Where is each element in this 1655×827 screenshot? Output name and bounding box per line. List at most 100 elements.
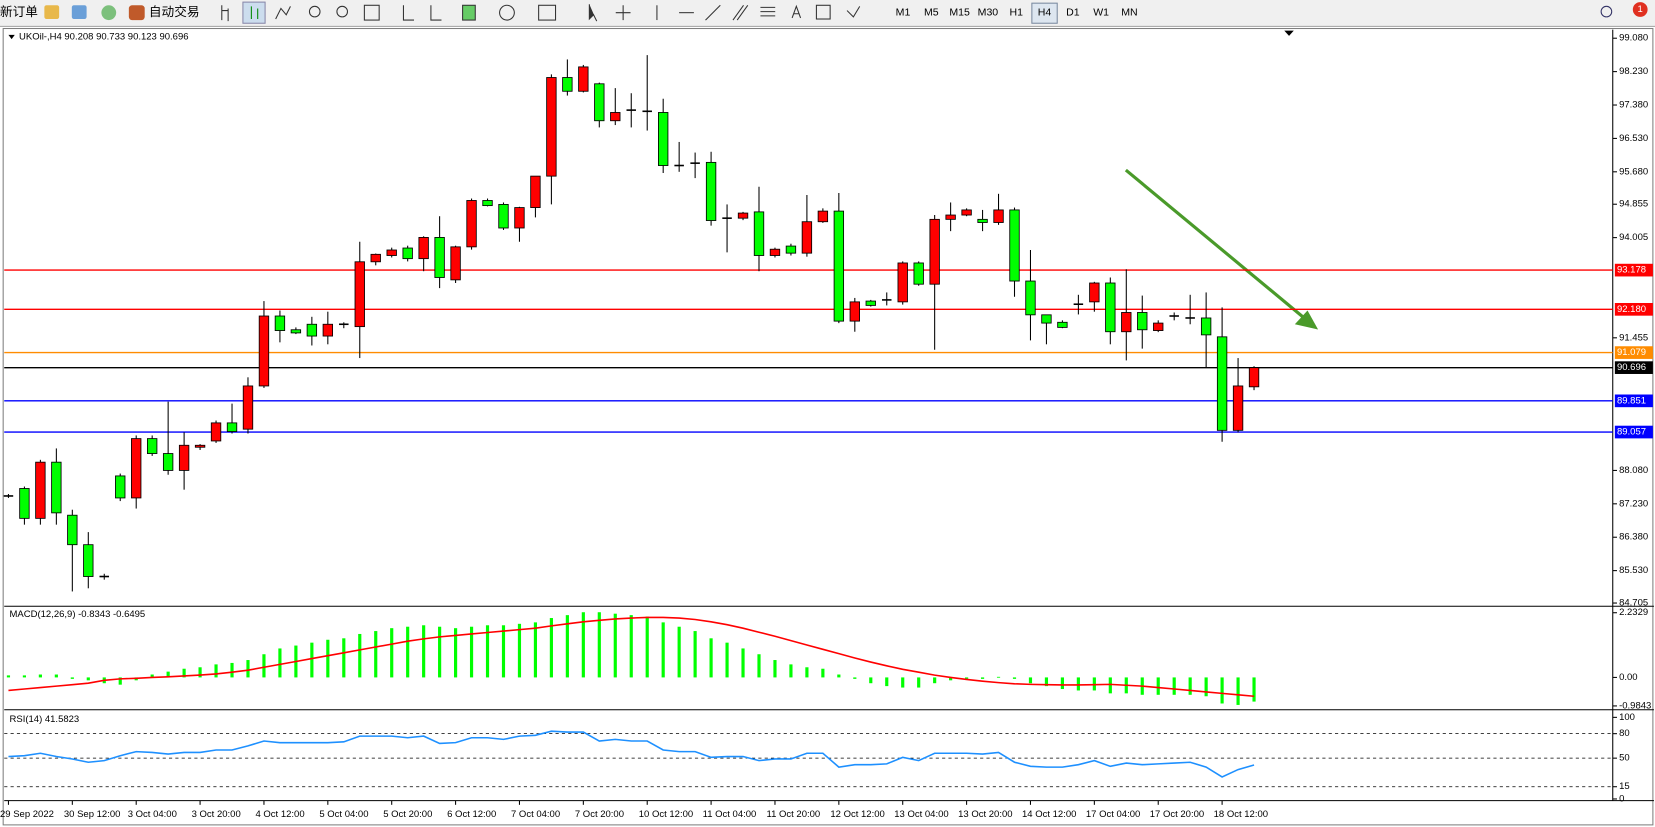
candle-body: [83, 544, 94, 577]
candle-body: [610, 112, 621, 122]
y-tick-label: 85.530: [1619, 565, 1648, 576]
x-tick-label: 7 Oct 04:00: [511, 809, 560, 820]
candle-body: [833, 210, 845, 322]
x-tick-label: 6 Oct 12:00: [447, 809, 496, 820]
histogram-bar: [677, 626, 681, 678]
level-label-box: [1614, 302, 1653, 316]
zoom-out[interactable]: [336, 5, 349, 18]
timeframe-button[interactable]: D1: [1066, 6, 1080, 18]
timeframe-button[interactable]: W1: [1093, 6, 1109, 18]
histogram-bar: [182, 668, 186, 678]
candle-body: [146, 438, 158, 454]
candle-body: [242, 385, 254, 430]
histogram-bar: [390, 628, 394, 678]
y-tick-label: 87.230: [1619, 498, 1648, 509]
templates[interactable]: [538, 4, 557, 21]
histogram-bar: [789, 664, 793, 678]
y-tick-label: 95.680: [1619, 166, 1648, 177]
histogram-bar: [885, 677, 889, 687]
bar-chart-tool[interactable]: [221, 5, 229, 22]
histogram-bar: [805, 667, 809, 678]
histogram-bar: [1156, 677, 1160, 695]
zoom-in[interactable]: [308, 5, 321, 18]
y-tick-label: -0.9843: [1619, 700, 1651, 711]
notification-badge[interactable]: [1632, 2, 1648, 17]
x-tick-label: 3 Oct 04:00: [128, 809, 177, 820]
icon[interactable]: [44, 5, 60, 20]
histogram-bar: [853, 677, 857, 679]
candle-body: [226, 422, 238, 432]
indicators[interactable]: [462, 4, 476, 21]
candle-body: [1057, 321, 1068, 328]
timeframe-button[interactable]: M1: [896, 6, 911, 18]
crosshair[interactable]: [615, 5, 631, 21]
icon[interactable]: [101, 5, 117, 21]
timeframe-button[interactable]: M30: [978, 6, 999, 18]
histogram-bar: [693, 631, 697, 678]
histogram-bar: [996, 676, 1001, 678]
y-tick-label: 91.455: [1619, 332, 1648, 343]
histogram-bar: [821, 668, 825, 678]
level-label-box: [1614, 346, 1653, 359]
candle-body: [769, 248, 781, 256]
histogram-bar: [1252, 677, 1256, 702]
histogram-bar: [741, 648, 745, 678]
tile-windows[interactable]: [363, 4, 380, 21]
candle-body: [658, 112, 669, 166]
candle-body: [961, 209, 972, 216]
channel[interactable]: [732, 4, 749, 21]
trend-line[interactable]: [705, 4, 721, 21]
timeframe-button[interactable]: MN: [1121, 6, 1137, 18]
histogram-bar: [837, 674, 841, 678]
timeframe-button[interactable]: M15: [949, 6, 970, 18]
histogram-bar: [1076, 677, 1080, 691]
histogram-bar: [214, 664, 218, 678]
x-tick-label: 17 Oct 04:00: [1086, 809, 1140, 820]
candle-body: [386, 249, 397, 256]
histogram-bar: [406, 626, 410, 678]
y-tick-label: 86.380: [1619, 532, 1648, 543]
auto-trading-button[interactable]: 自动交易: [149, 4, 200, 19]
candle-body: [562, 77, 573, 92]
candle-body: [115, 475, 126, 499]
line-tool[interactable]: [275, 6, 291, 20]
timeframe-button[interactable]: H1: [1009, 6, 1023, 18]
timeframe-button[interactable]: H4: [1038, 6, 1052, 18]
search[interactable]: [1600, 5, 1613, 18]
chart-shift[interactable]: [402, 5, 442, 21]
candle-tool[interactable]: [242, 1, 266, 24]
timeframe-button[interactable]: M5: [924, 6, 939, 18]
candle-body: [498, 203, 509, 229]
fibonacci[interactable]: [760, 6, 776, 17]
histogram-bar: [533, 622, 538, 678]
y-tick-label: 88.080: [1619, 465, 1648, 476]
histogram-bar: [38, 674, 42, 678]
candle-body: [131, 438, 142, 499]
histogram-bar: [6, 675, 11, 678]
arrows[interactable]: [846, 6, 861, 18]
cursor[interactable]: [588, 4, 598, 22]
new-order-button[interactable]: 新订单: [0, 4, 38, 19]
histogram-bar: [1108, 677, 1112, 694]
periods[interactable]: [499, 4, 515, 21]
candle-body: [1153, 322, 1164, 331]
candle-body: [1200, 317, 1212, 336]
label-tool[interactable]: [815, 4, 831, 20]
x-tick-label: 3 Oct 20:00: [192, 809, 241, 820]
histogram-bar: [166, 671, 170, 678]
histogram-bar: [1188, 677, 1192, 695]
text-tool[interactable]: [791, 4, 802, 19]
x-tick-label: 7 Oct 20:00: [575, 809, 624, 820]
candle-body: [466, 200, 477, 248]
candle-body: [370, 253, 381, 263]
histogram-bar: [278, 648, 282, 678]
candle-body: [514, 207, 525, 229]
candle-body: [178, 444, 190, 471]
candle-body: [274, 315, 286, 331]
auto-trading-icon[interactable]: [128, 5, 145, 21]
icon[interactable]: [71, 5, 87, 20]
histogram-bar: [1220, 677, 1224, 704]
candle-body: [194, 444, 206, 448]
